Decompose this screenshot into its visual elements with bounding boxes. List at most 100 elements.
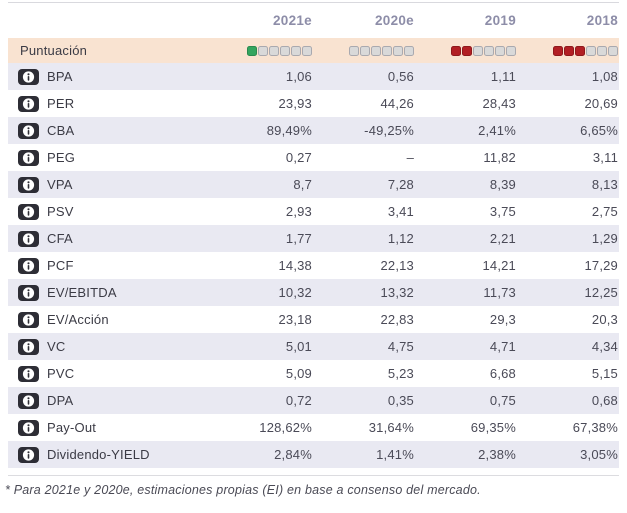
info-icon[interactable] <box>18 95 39 112</box>
value-2020e: 1,12 <box>387 231 414 246</box>
table-row-ev-ebitda: EV/EBITDA 10,32 13,32 11,73 12,25 <box>8 279 619 306</box>
value-2018: 8,13 <box>591 177 618 192</box>
column-header-2020e: 2020e <box>374 13 414 28</box>
table-row-dpa: DPA 0,72 0,35 0,75 0,68 <box>8 387 619 414</box>
value-2020e: 0,56 <box>387 69 414 84</box>
value-2020e: 31,64% <box>368 420 414 435</box>
table-row-pvc: PVC 5,09 5,23 6,68 5,15 <box>8 360 619 387</box>
metric-label: VPA <box>47 177 73 192</box>
value-2021e: 0,27 <box>285 150 312 165</box>
value-2019: 4,71 <box>489 339 516 354</box>
value-2021e: 1,77 <box>285 231 312 246</box>
score-indicator-2020e <box>313 45 415 56</box>
footnote: * Para 2021e y 2020e, estimaciones propi… <box>5 483 481 497</box>
info-icon[interactable] <box>18 365 39 382</box>
value-2018: 0,68 <box>591 393 618 408</box>
value-2019: 14,21 <box>482 258 516 273</box>
info-icon[interactable] <box>18 122 39 139</box>
table-row-vc: VC 5,01 4,75 4,71 4,34 <box>8 333 619 360</box>
info-icon[interactable] <box>18 68 39 85</box>
score-row-label: Puntuación <box>20 43 88 58</box>
table-row-peg: PEG 0,27 – 11,82 3,11 <box>8 144 619 171</box>
value-2018: 20,69 <box>584 96 618 111</box>
value-2020e: -49,25% <box>364 123 414 138</box>
value-2019: 6,68 <box>489 366 516 381</box>
metric-label: Dividendo-YIELD <box>47 447 150 462</box>
value-2021e: 2,93 <box>285 204 312 219</box>
column-header-2018: 2018 <box>586 13 618 28</box>
info-icon[interactable] <box>18 257 39 274</box>
score-square <box>462 45 472 56</box>
table-row-pcf: PCF 14,38 22,13 14,21 17,29 <box>8 252 619 279</box>
value-2020e: 44,26 <box>380 96 414 111</box>
value-2021e: 2,84% <box>274 447 312 462</box>
score-indicator-2018 <box>517 45 619 56</box>
score-indicator-2021e <box>211 45 313 56</box>
table-row-ev-acci-n: EV/Acción 23,18 22,83 29,3 20,3 <box>8 306 619 333</box>
value-2018: 3,05% <box>580 447 618 462</box>
info-icon[interactable] <box>18 230 39 247</box>
column-header-2019: 2019 <box>484 13 516 28</box>
metric-label: VC <box>47 339 66 354</box>
metric-label: Pay-Out <box>47 420 97 435</box>
score-square <box>258 45 268 56</box>
metric-label: PCF <box>47 258 74 273</box>
value-2020e: 7,28 <box>387 177 414 192</box>
value-2021e: 0,72 <box>285 393 312 408</box>
value-2021e: 89,49% <box>266 123 312 138</box>
value-2018: 2,75 <box>591 204 618 219</box>
info-icon[interactable] <box>18 176 39 193</box>
info-icon[interactable] <box>18 203 39 220</box>
metric-label: PVC <box>47 366 75 381</box>
info-icon[interactable] <box>18 284 39 301</box>
value-2019: 2,38% <box>478 447 516 462</box>
info-icon[interactable] <box>18 311 39 328</box>
value-2018: 4,34 <box>591 339 618 354</box>
score-square <box>404 45 414 56</box>
info-icon[interactable] <box>18 446 39 463</box>
score-square <box>247 45 257 56</box>
value-2019: 28,43 <box>482 96 516 111</box>
metric-label: PEG <box>47 150 76 165</box>
metrics-panel: 2021e 2020e 2019 2018 Puntuación BPA 1,0… <box>5 2 619 497</box>
value-2019: 2,21 <box>489 231 516 246</box>
value-2021e: 5,09 <box>285 366 312 381</box>
score-square <box>371 45 381 56</box>
value-2021e: 14,38 <box>278 258 312 273</box>
score-square <box>597 45 607 56</box>
value-2021e: 8,7 <box>293 177 312 192</box>
value-2019: 8,39 <box>489 177 516 192</box>
metric-label: BPA <box>47 69 73 84</box>
table-row-cfa: CFA 1,77 1,12 2,21 1,29 <box>8 225 619 252</box>
metric-label: EV/Acción <box>47 312 109 327</box>
score-square <box>608 45 618 56</box>
score-square <box>506 45 516 56</box>
value-2018: 1,08 <box>591 69 618 84</box>
value-2020e: 22,13 <box>380 258 414 273</box>
score-square <box>586 45 596 56</box>
value-2021e: 23,93 <box>278 96 312 111</box>
table-row-pay-out: Pay-Out 128,62% 31,64% 69,35% 67,38% <box>8 414 619 441</box>
value-2018: 1,29 <box>591 231 618 246</box>
score-square <box>360 45 370 56</box>
metric-label: PSV <box>47 204 74 219</box>
info-icon[interactable] <box>18 392 39 409</box>
value-2020e: 4,75 <box>387 339 414 354</box>
info-icon[interactable] <box>18 338 39 355</box>
info-icon[interactable] <box>18 149 39 166</box>
score-square <box>280 45 290 56</box>
metric-label: EV/EBITDA <box>47 285 117 300</box>
metrics-table-body: BPA 1,06 0,56 1,11 1,08 PER 23,93 44,26 … <box>8 63 619 468</box>
value-2020e: 1,41% <box>376 447 414 462</box>
score-square <box>495 45 505 56</box>
table-row-dividendo-yield: Dividendo-YIELD 2,84% 1,41% 2,38% 3,05% <box>8 441 619 468</box>
score-square <box>564 45 574 56</box>
score-square <box>393 45 403 56</box>
value-2019: 69,35% <box>470 420 516 435</box>
table-row-psv: PSV 2,93 3,41 3,75 2,75 <box>8 198 619 225</box>
value-2018: 67,38% <box>572 420 618 435</box>
score-square <box>575 45 585 56</box>
value-2020e: 13,32 <box>380 285 414 300</box>
info-icon[interactable] <box>18 419 39 436</box>
value-2020e: 22,83 <box>380 312 414 327</box>
